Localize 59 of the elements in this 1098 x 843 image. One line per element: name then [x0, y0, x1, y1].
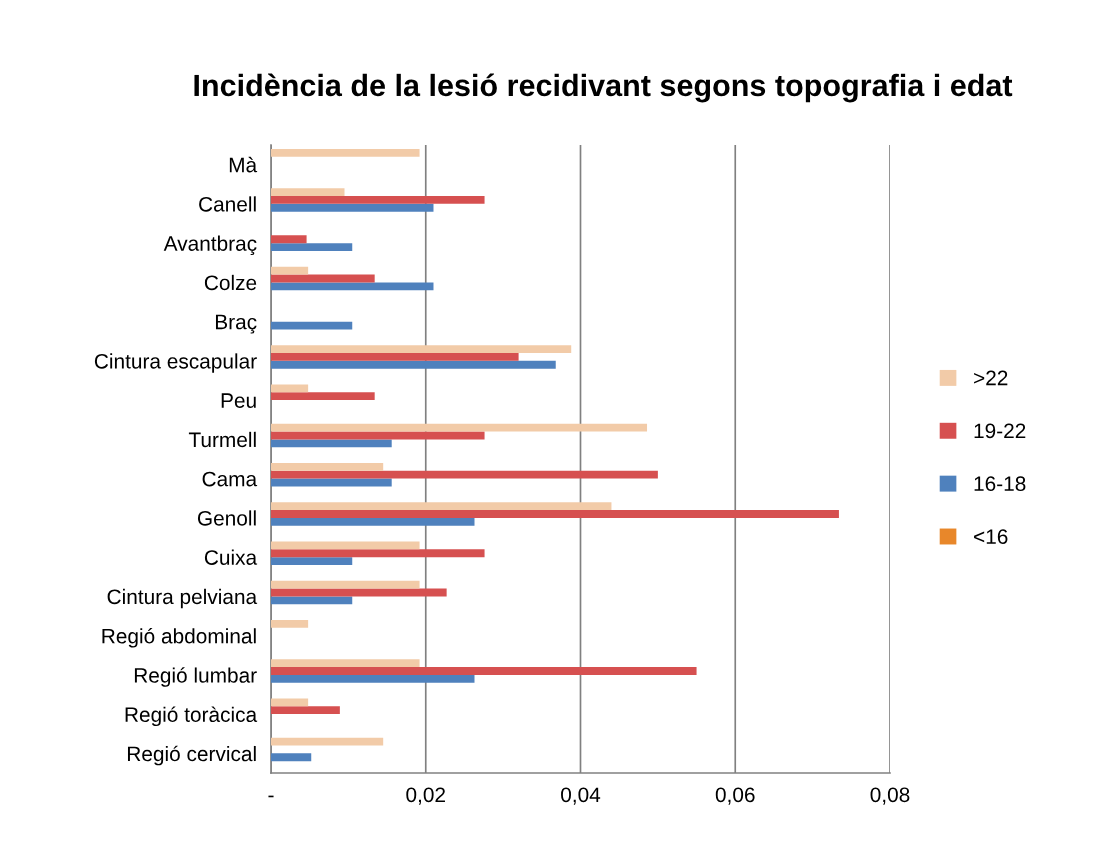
- legend-label: 16-18: [974, 476, 1026, 492]
- bar: [271, 282, 434, 291]
- chart-title: Incidència de la lesió recidivant segons topografia i edat: [194, 73, 1013, 103]
- legend-label: >22: [974, 370, 1008, 386]
- y-tick-label: Mà: [229, 156, 258, 173]
- y-tick-label: Regió abdominal: [102, 627, 256, 648]
- y-tick-label: Braç: [215, 314, 257, 334]
- y-tick-label: Regió lumbar: [134, 667, 257, 687]
- bar: [271, 203, 434, 212]
- x-tick-label: 0,02: [406, 787, 445, 805]
- bar: [271, 243, 353, 251]
- bar: [271, 510, 839, 518]
- bar: [271, 753, 312, 762]
- bar: [271, 196, 485, 204]
- y-tick-label: Cuixa: [204, 549, 258, 565]
- bar: [271, 659, 420, 668]
- bar: [271, 462, 384, 471]
- x-tick-label: -: [268, 795, 274, 798]
- bar: [271, 517, 475, 526]
- bar: [271, 619, 309, 628]
- y-tick-label: Colze: [204, 274, 257, 291]
- bar: [271, 557, 353, 565]
- legend-label: <16: [974, 529, 1008, 544]
- bar: [271, 266, 309, 275]
- bar: [271, 667, 697, 675]
- x-tick-label: 0,08: [870, 787, 910, 805]
- bar: [271, 384, 309, 393]
- bar: [271, 580, 420, 589]
- bar: [271, 698, 309, 707]
- bar: [271, 596, 353, 605]
- y-tick-label: Cama: [202, 471, 258, 487]
- y-tick-label: Regió toràcica: [125, 706, 258, 727]
- bar: [271, 706, 340, 715]
- y-tick-label: Regió cervical: [127, 745, 256, 766]
- y-tick-label: Avantbraç: [163, 235, 257, 256]
- x-tick-label: 0,04: [561, 787, 601, 805]
- y-tick-label: Cintura escapular: [94, 353, 257, 373]
- bar: [271, 345, 572, 354]
- bar: [271, 439, 392, 448]
- bar: [271, 549, 485, 558]
- bar: [271, 674, 475, 683]
- bar: [271, 737, 384, 746]
- bar: [271, 502, 612, 511]
- y-tick-label: Cintura pelviana: [107, 588, 258, 609]
- bar: [271, 360, 556, 369]
- y-tick-label: Turmell: [188, 431, 256, 448]
- bar: [271, 235, 307, 244]
- bar: [271, 188, 345, 197]
- legend-label: 19-22: [974, 423, 1026, 439]
- y-tick-label: Genoll: [197, 510, 256, 526]
- x-tick-label: 0,06: [715, 787, 755, 805]
- bar: [271, 541, 420, 550]
- bar: [271, 353, 519, 361]
- bar: [271, 392, 375, 401]
- bar: [271, 423, 648, 432]
- bar: [271, 148, 420, 157]
- y-tick-label: Canell: [199, 196, 256, 212]
- y-tick-label: Peu: [221, 393, 256, 408]
- bar: [271, 470, 658, 479]
